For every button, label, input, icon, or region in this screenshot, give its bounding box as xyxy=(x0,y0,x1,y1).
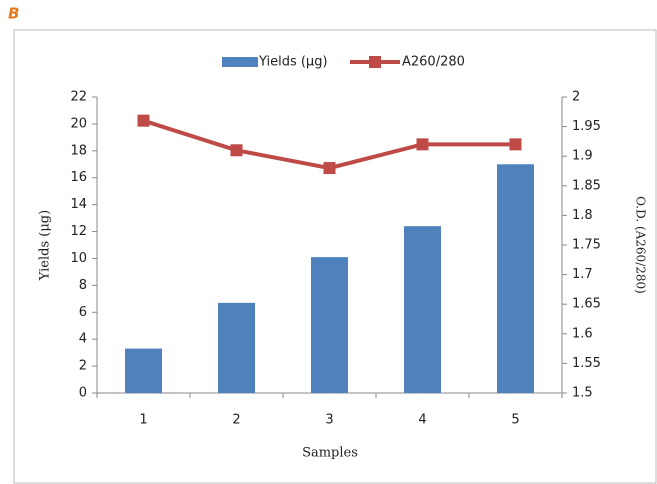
marker xyxy=(323,162,336,175)
y-tick-label: 6 xyxy=(79,305,87,320)
bar xyxy=(125,348,162,393)
marker xyxy=(509,138,522,151)
marker xyxy=(137,114,150,127)
line xyxy=(142,118,516,171)
y2-tick-label: 1.5 xyxy=(572,386,593,401)
bar xyxy=(218,302,255,393)
y2-axis-label: O.D. (A260/280) xyxy=(634,196,648,294)
legend-label: A260/280 xyxy=(402,55,465,70)
legend-label: Yields (µg) xyxy=(258,55,328,70)
bar xyxy=(311,257,348,393)
frame xyxy=(13,29,657,484)
y2-tick-label: 1.65 xyxy=(572,297,601,312)
bar xyxy=(404,226,441,393)
y2-tick-label: 1.6 xyxy=(572,326,593,341)
y-tick-label: 20 xyxy=(70,116,87,131)
y-axis-label: Yields (μg) xyxy=(38,210,53,281)
y-tick-label: 16 xyxy=(70,170,87,185)
y-tick-label: 12 xyxy=(70,224,87,239)
y-tick-label: 2 xyxy=(79,359,87,374)
x-tick-label: 2 xyxy=(232,413,240,428)
marker xyxy=(416,138,429,151)
y-tick-label: 0 xyxy=(79,386,87,401)
y2-tick-label: 1.85 xyxy=(572,178,601,193)
y-tick-label: 8 xyxy=(79,278,87,293)
legend-swatch xyxy=(222,57,258,67)
x-axis-label: Samples xyxy=(302,446,358,461)
x-tick-label: 1 xyxy=(139,413,147,428)
y-tick-label: 14 xyxy=(70,197,87,212)
y2-tick-label: 1.9 xyxy=(572,149,593,164)
y-tick-label: 18 xyxy=(70,143,87,158)
y2-tick-label: 1.8 xyxy=(572,208,593,223)
y2-tick-label: 1.7 xyxy=(572,267,593,282)
x-tick-label: 4 xyxy=(418,413,426,428)
marker xyxy=(230,144,243,157)
y-tick-label: 10 xyxy=(70,251,87,266)
y2-tick-label: 1.55 xyxy=(572,356,601,371)
x-tick-label: 3 xyxy=(325,413,333,428)
bar xyxy=(497,164,534,393)
y-tick-label: 22 xyxy=(70,90,87,105)
legend-marker xyxy=(369,56,381,68)
y2-tick-label: 2 xyxy=(572,90,580,105)
x-tick-label: 5 xyxy=(511,413,519,428)
y-tick-label: 4 xyxy=(79,332,87,347)
panel-label: B xyxy=(8,5,19,23)
y2-tick-label: 1.95 xyxy=(572,119,601,134)
y2-tick-label: 1.75 xyxy=(572,238,601,253)
